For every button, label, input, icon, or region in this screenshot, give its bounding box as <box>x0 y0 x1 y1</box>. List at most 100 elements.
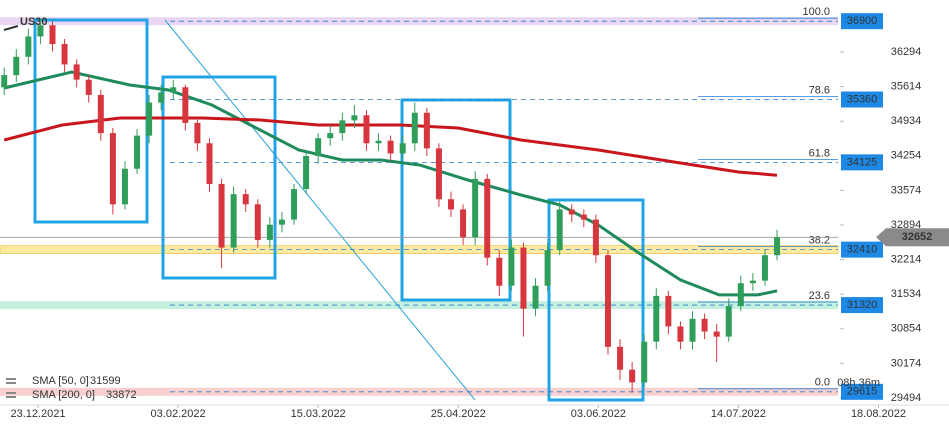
legend-icon <box>6 382 16 384</box>
legend-icon <box>6 392 16 394</box>
level-band <box>0 17 838 26</box>
candle-body <box>604 255 611 347</box>
candle-body <box>701 318 708 332</box>
trend-line <box>164 19 476 401</box>
candle-body <box>327 133 334 139</box>
candle-body <box>339 120 346 134</box>
fib-label: 61.8 <box>809 147 830 159</box>
candle-body <box>435 148 442 200</box>
candle-body <box>97 94 104 134</box>
candle-body <box>399 143 406 154</box>
candle-body <box>641 341 648 383</box>
candle-body <box>49 25 56 45</box>
candle-body <box>653 295 660 342</box>
candle-body <box>73 64 80 80</box>
candle-body <box>423 112 430 149</box>
legend-icon <box>6 396 16 398</box>
candle-body <box>556 209 563 251</box>
y-tick-label: 29494 <box>891 392 922 404</box>
x-tick-label: 23.12.2021 <box>10 408 65 420</box>
sma-line <box>3 116 778 177</box>
legend-icons <box>6 378 16 398</box>
candle-body <box>737 283 744 307</box>
y-tick-label: 32894 <box>891 219 922 231</box>
candle-body <box>218 183 225 248</box>
candle-body <box>170 87 177 93</box>
y-tick-label: 34254 <box>891 150 922 162</box>
candle-body <box>689 318 696 342</box>
y-tick-label: 34934 <box>891 115 922 127</box>
candle-body <box>411 112 418 144</box>
drawings <box>33 18 645 402</box>
candle-body <box>146 102 153 136</box>
level-price-box <box>841 13 883 30</box>
symbol-icon <box>3 25 19 31</box>
y-tick-label: 30174 <box>891 357 922 369</box>
candle-body <box>291 189 298 220</box>
candle-body <box>725 306 732 337</box>
candle-body <box>13 56 20 76</box>
legend-name: SMA [200, 0] <box>32 389 95 401</box>
candle-body <box>629 369 636 383</box>
candle-body <box>508 247 515 286</box>
candle-body <box>496 257 503 286</box>
zone-box <box>547 198 645 402</box>
candle-body <box>182 87 189 123</box>
level-price: 34125 <box>847 156 878 168</box>
level-price-box <box>841 91 883 108</box>
candle-body <box>713 331 720 337</box>
candle-body <box>484 178 491 258</box>
candle-body <box>109 133 116 205</box>
candle-body <box>158 92 165 103</box>
candle-body <box>568 209 575 215</box>
candle-body <box>448 199 455 210</box>
candle-body <box>303 155 310 190</box>
last-price: 32652 <box>902 231 933 243</box>
candle-body <box>617 346 624 370</box>
y-tick-label: 33574 <box>891 184 922 196</box>
y-tick-label: 35614 <box>891 81 922 93</box>
candle-body <box>665 295 672 327</box>
candle-body <box>194 122 201 144</box>
candle-body <box>121 168 128 205</box>
y-tick-label: 32214 <box>891 253 922 265</box>
candle-body <box>315 138 322 156</box>
candle-body <box>206 143 213 184</box>
candle-body <box>460 209 467 238</box>
fib-label: 23.6 <box>809 290 830 302</box>
level-price-box <box>841 297 883 314</box>
zone-box <box>161 75 277 280</box>
candle-body <box>592 219 599 256</box>
legend-icon <box>6 378 16 380</box>
level-price: 35360 <box>847 93 878 105</box>
candle-body <box>242 194 249 205</box>
x-tick-label: 03.02.2022 <box>151 408 206 420</box>
fib-label: 78.6 <box>809 84 830 96</box>
level-price: 36900 <box>847 15 878 27</box>
price-axis <box>840 0 949 405</box>
candle-body <box>363 115 370 144</box>
legend-name: SMA [50, 0] <box>32 375 89 387</box>
level-price-box <box>841 241 883 258</box>
y-tick-label: 31534 <box>891 288 922 300</box>
fib-label: 100.0 <box>802 6 830 18</box>
candle-body <box>266 224 273 240</box>
sma-line <box>3 70 778 297</box>
legend-value: 33872 <box>106 389 137 401</box>
candle-body <box>37 25 44 37</box>
fib-label: 38.2 <box>809 235 830 247</box>
candle-body <box>387 140 394 154</box>
candle-body <box>472 178 479 238</box>
y-tick-label: 36294 <box>891 46 922 58</box>
candle-body <box>677 326 684 342</box>
countdown: 08h 36m <box>837 377 880 389</box>
x-tick-label: 14.07.2022 <box>711 408 766 420</box>
candle-body <box>375 140 382 144</box>
level-price-box <box>841 154 883 171</box>
level-price: 32410 <box>847 244 878 256</box>
candle-body <box>278 219 285 225</box>
candle-body <box>774 237 781 256</box>
candle-body <box>254 204 261 240</box>
candle-body <box>520 247 527 309</box>
